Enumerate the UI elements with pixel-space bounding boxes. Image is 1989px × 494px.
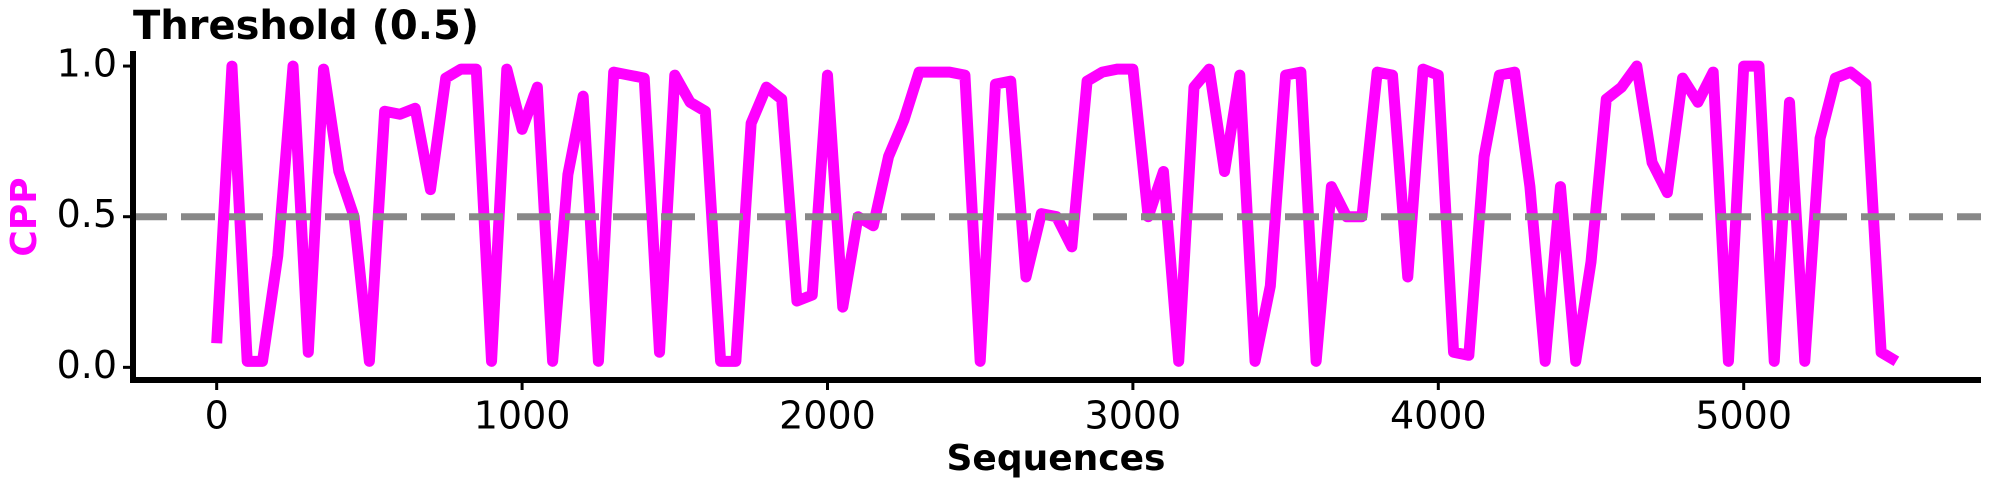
y-tick-label: 1.0: [57, 42, 117, 86]
x-tick-label: 1000: [474, 394, 571, 438]
x-tick-label: 3000: [1085, 394, 1182, 438]
x-tick-label: 4000: [1390, 394, 1487, 438]
y-tick-label: 0.0: [57, 343, 117, 387]
chart-title: Threshold (0.5): [133, 3, 479, 49]
y-tick-label: 0.5: [57, 192, 117, 236]
x-tick-label: 0: [205, 394, 229, 438]
x-axis-label: Sequences: [947, 438, 1166, 479]
x-tick-label: 2000: [779, 394, 876, 438]
y-axis-label: CPP: [4, 177, 45, 256]
x-tick-label: 5000: [1695, 394, 1792, 438]
